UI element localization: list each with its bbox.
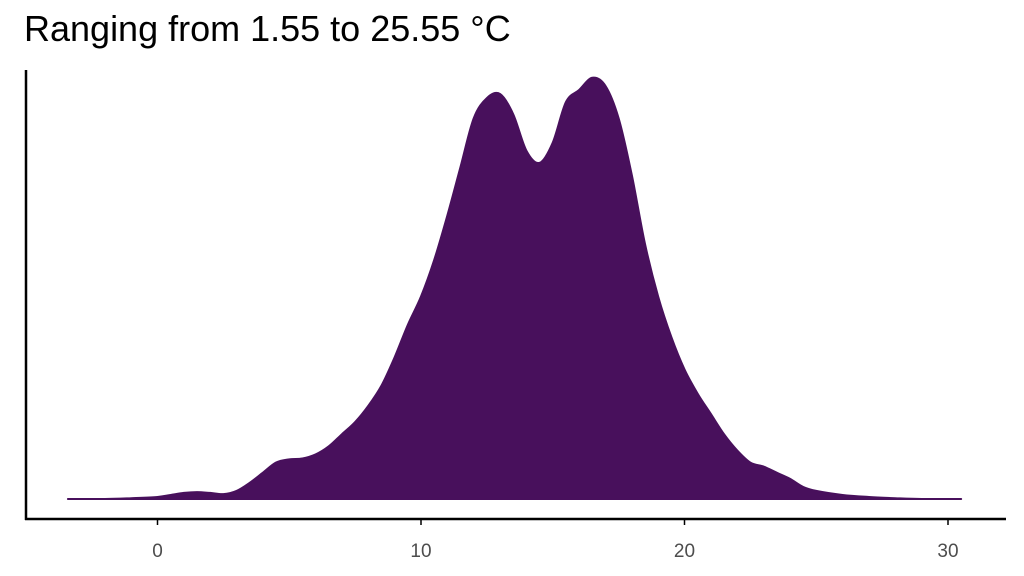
x-tick-label: 30 [937, 541, 958, 562]
chart-title: Ranging from 1.55 to 25.55 °C [24, 8, 511, 49]
x-tick-label: 10 [410, 541, 431, 562]
x-tick-label: 0 [152, 541, 163, 562]
density-area [66, 76, 963, 500]
x-tick-label: 20 [674, 541, 695, 562]
